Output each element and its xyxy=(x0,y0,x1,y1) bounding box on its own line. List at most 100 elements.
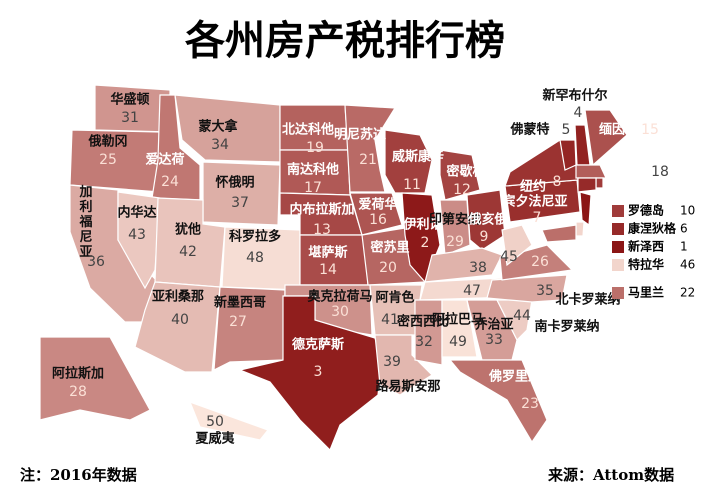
state-name: 纽约 xyxy=(520,179,546,195)
state-name: 宾夕法尼亚 xyxy=(502,194,567,210)
state xyxy=(174,94,281,163)
state-rank: 46 xyxy=(680,258,695,272)
state xyxy=(349,192,403,236)
state-rank: 44 xyxy=(513,308,531,324)
state-name: 俄亥俄 xyxy=(467,212,507,228)
legend-swatch xyxy=(612,241,624,253)
state-rank: 26 xyxy=(531,254,549,270)
state-name: 马里兰 xyxy=(628,285,664,300)
state-name: 新罕布什尔 xyxy=(542,88,607,104)
legend-swatch xyxy=(612,287,624,299)
legend-swatch xyxy=(612,205,624,217)
state-rank: 18 xyxy=(651,164,669,180)
state-rank: 43 xyxy=(128,227,146,243)
state-rank: 21 xyxy=(359,152,377,168)
state-rank: 42 xyxy=(179,244,197,260)
state xyxy=(448,359,548,444)
state-name: 南卡罗莱纳 xyxy=(534,319,599,335)
state-rank: 6 xyxy=(680,222,688,236)
state xyxy=(584,109,628,167)
state-name: 乔治亚 xyxy=(473,317,513,333)
state-rank: 37 xyxy=(231,195,249,211)
state-name: 奥克拉荷马 xyxy=(307,289,372,305)
state-name: 蒙大拿 xyxy=(198,119,238,135)
state-name: 加利福尼亚 xyxy=(77,185,94,260)
state-rank: 48 xyxy=(246,250,264,266)
state-name: 亚利桑那 xyxy=(152,289,204,305)
state xyxy=(374,334,433,396)
source: 来源：Attom数据 xyxy=(547,466,674,484)
state-rank: 15 xyxy=(641,122,659,138)
state-name: 夏威夷 xyxy=(194,431,235,447)
state-rank: 50 xyxy=(206,414,224,430)
state xyxy=(213,286,286,372)
state xyxy=(384,129,433,194)
state-rank: 1 xyxy=(680,240,688,254)
state-rank: 3 xyxy=(314,364,323,380)
state-rank: 5 xyxy=(562,122,571,138)
state-name: 威斯康辛 xyxy=(392,149,444,165)
state-rank: 38 xyxy=(469,260,487,276)
state-rank: 10 xyxy=(680,204,695,218)
state-rank: 40 xyxy=(171,312,189,328)
state xyxy=(466,189,506,251)
state-name: 印第安纳 xyxy=(429,212,481,228)
state-rank: 34 xyxy=(211,137,229,153)
state-rank: 20 xyxy=(379,260,397,276)
state-name: 康涅狄格 xyxy=(628,221,677,236)
state-rank: 13 xyxy=(313,222,331,238)
state-rank: 47 xyxy=(463,283,481,299)
state-name: 怀俄明 xyxy=(215,175,254,191)
state-rank: 28 xyxy=(69,384,87,400)
state-rank: 29 xyxy=(446,234,464,250)
state xyxy=(441,299,478,358)
labels: 华盛顿31俄勒冈25加利福尼亚36爱达荷24内华达43蒙大拿34怀俄明37犹他4… xyxy=(52,88,695,447)
state-rank: 41 xyxy=(381,312,399,328)
state-name: 明尼苏达 xyxy=(334,127,386,143)
state-name: 罗德岛 xyxy=(628,203,664,218)
state-rank: 4 xyxy=(574,105,583,121)
state xyxy=(424,247,503,283)
state-rank: 30 xyxy=(331,304,349,320)
state-name: 北达科他 xyxy=(282,122,334,138)
title: 各州房产税排行榜 xyxy=(185,17,505,64)
state-name: 北卡罗莱纳 xyxy=(555,292,620,308)
state-name: 南达科他 xyxy=(287,162,339,178)
state-rank: 17 xyxy=(304,180,322,196)
state-name: 路易斯安那 xyxy=(375,379,440,395)
state xyxy=(439,199,471,256)
state-rank: 12 xyxy=(453,182,471,198)
note: 注：2016年数据 xyxy=(20,466,137,484)
state-name: 阿拉巴马 xyxy=(432,312,484,328)
state-name: 新墨西哥 xyxy=(214,295,266,311)
state-rank: 31 xyxy=(121,110,139,126)
state-rank: 39 xyxy=(383,354,401,370)
state-name: 科罗拉多 xyxy=(229,229,281,245)
state-rank: 23 xyxy=(521,396,539,412)
state xyxy=(595,177,604,189)
state xyxy=(202,161,281,226)
state xyxy=(238,295,383,452)
state xyxy=(579,191,592,227)
state-name: 内华达 xyxy=(117,205,156,221)
state-name: 密西西比 xyxy=(396,314,449,330)
state xyxy=(439,149,481,201)
state xyxy=(541,224,577,243)
state-name: 爱荷华 xyxy=(358,197,397,213)
state xyxy=(344,104,397,193)
state-name: 特拉华 xyxy=(628,257,664,272)
state-name: 佛蒙特 xyxy=(509,122,549,138)
state-name: 俄勒冈 xyxy=(87,134,127,150)
map xyxy=(39,84,628,452)
state-name: 阿拉斯加 xyxy=(52,366,104,382)
state-rank: 7 xyxy=(533,210,542,226)
state xyxy=(486,274,568,303)
state xyxy=(575,221,585,237)
state xyxy=(414,299,443,366)
state-rank: 35 xyxy=(536,283,554,299)
state xyxy=(575,164,607,179)
state xyxy=(117,191,161,290)
state-name: 德克萨斯 xyxy=(292,337,344,353)
state-rank: 16 xyxy=(369,212,387,228)
